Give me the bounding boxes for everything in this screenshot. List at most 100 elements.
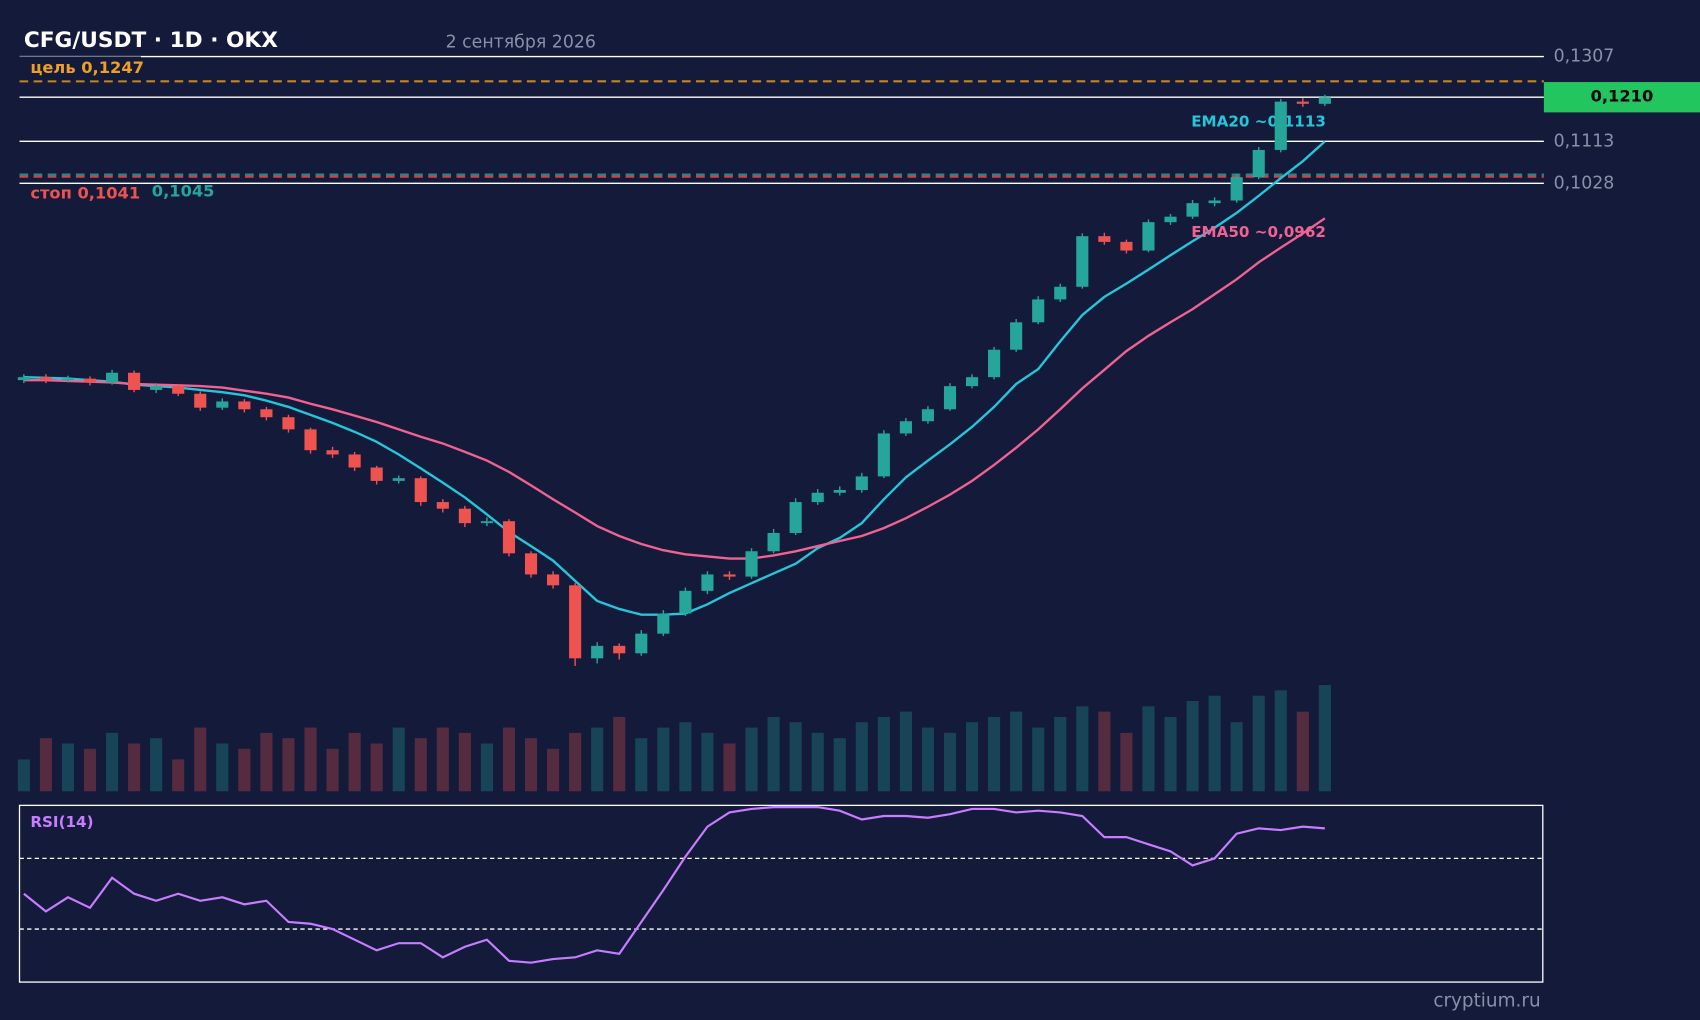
- candle-body: [943, 386, 957, 410]
- volume-bar: [833, 738, 846, 792]
- volume-bar: [657, 727, 670, 792]
- candle-body: [965, 377, 979, 387]
- volume-bar: [723, 743, 736, 792]
- level-label-bg: [19, 56, 141, 81]
- volume-bar: [458, 732, 471, 792]
- candle-body: [921, 409, 935, 422]
- volume-bar: [745, 727, 758, 792]
- candle-body: [194, 393, 207, 408]
- candle-body: [679, 590, 692, 614]
- watermark: cryptium.ru: [1433, 991, 1540, 1012]
- volume-bar: [811, 732, 824, 792]
- volume-bar: [988, 716, 1001, 792]
- candle-body: [1252, 149, 1265, 178]
- candle-body: [745, 551, 758, 577]
- volume-bar: [921, 727, 935, 792]
- volume-bar: [569, 732, 582, 792]
- volume-bar: [1010, 711, 1023, 792]
- volume-bar: [1054, 716, 1067, 792]
- candle-body: [767, 533, 780, 552]
- candle-body: [723, 574, 736, 577]
- candle-body: [1164, 216, 1177, 223]
- volume-bar: [83, 748, 97, 792]
- last-price-label: 0,1210: [1591, 87, 1654, 106]
- volume-bar: [789, 722, 802, 792]
- volume-bar: [105, 732, 119, 792]
- volume-bar: [1098, 711, 1111, 792]
- candle-body: [833, 489, 846, 493]
- candle-body: [635, 633, 648, 654]
- candle-body: [304, 429, 317, 451]
- candle-body: [1076, 236, 1089, 287]
- volume-bar: [943, 732, 957, 792]
- rsi-label: RSI(14): [30, 813, 93, 831]
- candle-body: [877, 433, 890, 477]
- candle-body: [480, 521, 493, 524]
- volume-bar: [1252, 695, 1265, 792]
- candle-body: [83, 378, 97, 383]
- volume-bar: [899, 711, 912, 792]
- candle-body: [326, 450, 339, 455]
- volume-bar: [701, 732, 714, 792]
- candle-body: [61, 378, 75, 381]
- volume-bar: [17, 759, 30, 792]
- volume-bar: [282, 738, 295, 792]
- candle-body: [39, 377, 52, 381]
- volume-bar: [1296, 711, 1309, 792]
- candle-body: [1186, 203, 1199, 217]
- candle-body: [502, 521, 516, 554]
- volume-bar: [1318, 685, 1331, 792]
- candle-body: [613, 645, 626, 654]
- candle-body: [1230, 177, 1243, 201]
- candle-body: [282, 417, 295, 430]
- candle-body: [150, 386, 163, 390]
- level-label: 0,1045: [152, 181, 215, 200]
- volume-bar: [414, 738, 427, 792]
- volume-bar: [1120, 732, 1133, 792]
- rsi-pane: [18, 804, 1544, 983]
- candle-body: [1054, 286, 1067, 300]
- volume-bar: [679, 722, 692, 792]
- candle-body: [899, 421, 912, 434]
- candle-body: [172, 386, 185, 394]
- y-tick-label: 0,1113: [1554, 131, 1615, 151]
- candle-body: [370, 467, 383, 481]
- candle-body: [789, 502, 802, 534]
- volume-bar: [260, 732, 273, 792]
- candle-body: [414, 478, 427, 503]
- level-label: стоп 0,1041: [30, 183, 140, 202]
- volume-bar: [436, 727, 449, 792]
- volume-bar: [1164, 716, 1177, 792]
- volume-bar: [39, 738, 52, 792]
- candle-body: [216, 401, 229, 408]
- candle-body: [1296, 101, 1309, 104]
- candle-body: [260, 409, 273, 418]
- candle-body: [436, 502, 449, 509]
- candle-body: [392, 478, 405, 481]
- chart-title: CFG/USDT · 1D · OKX: [24, 28, 278, 53]
- candle-body: [1032, 299, 1045, 323]
- candle-body: [17, 377, 30, 381]
- volume-bar: [150, 738, 163, 792]
- candle-body: [811, 492, 824, 503]
- volume-bar: [877, 716, 890, 792]
- ema-label: EMA20 ~0,1113: [1191, 112, 1326, 130]
- volume-bar: [480, 743, 493, 792]
- volume-bar: [1208, 695, 1221, 792]
- candle-body: [1318, 97, 1331, 104]
- volume-bar: [61, 743, 75, 792]
- candle-body: [701, 574, 714, 591]
- y-tick-label: 0,1028: [1554, 173, 1615, 193]
- rsi-line: [23, 806, 1325, 964]
- volume-bar: [1076, 706, 1089, 792]
- candle-body: [1098, 236, 1111, 242]
- candle-body: [569, 585, 582, 659]
- volume-bar: [591, 727, 604, 792]
- last-price-badge: [1543, 82, 1700, 113]
- volume-bar: [326, 748, 339, 792]
- volume-bar: [502, 727, 516, 792]
- volume-bar: [128, 743, 141, 792]
- volume-bar: [547, 748, 560, 792]
